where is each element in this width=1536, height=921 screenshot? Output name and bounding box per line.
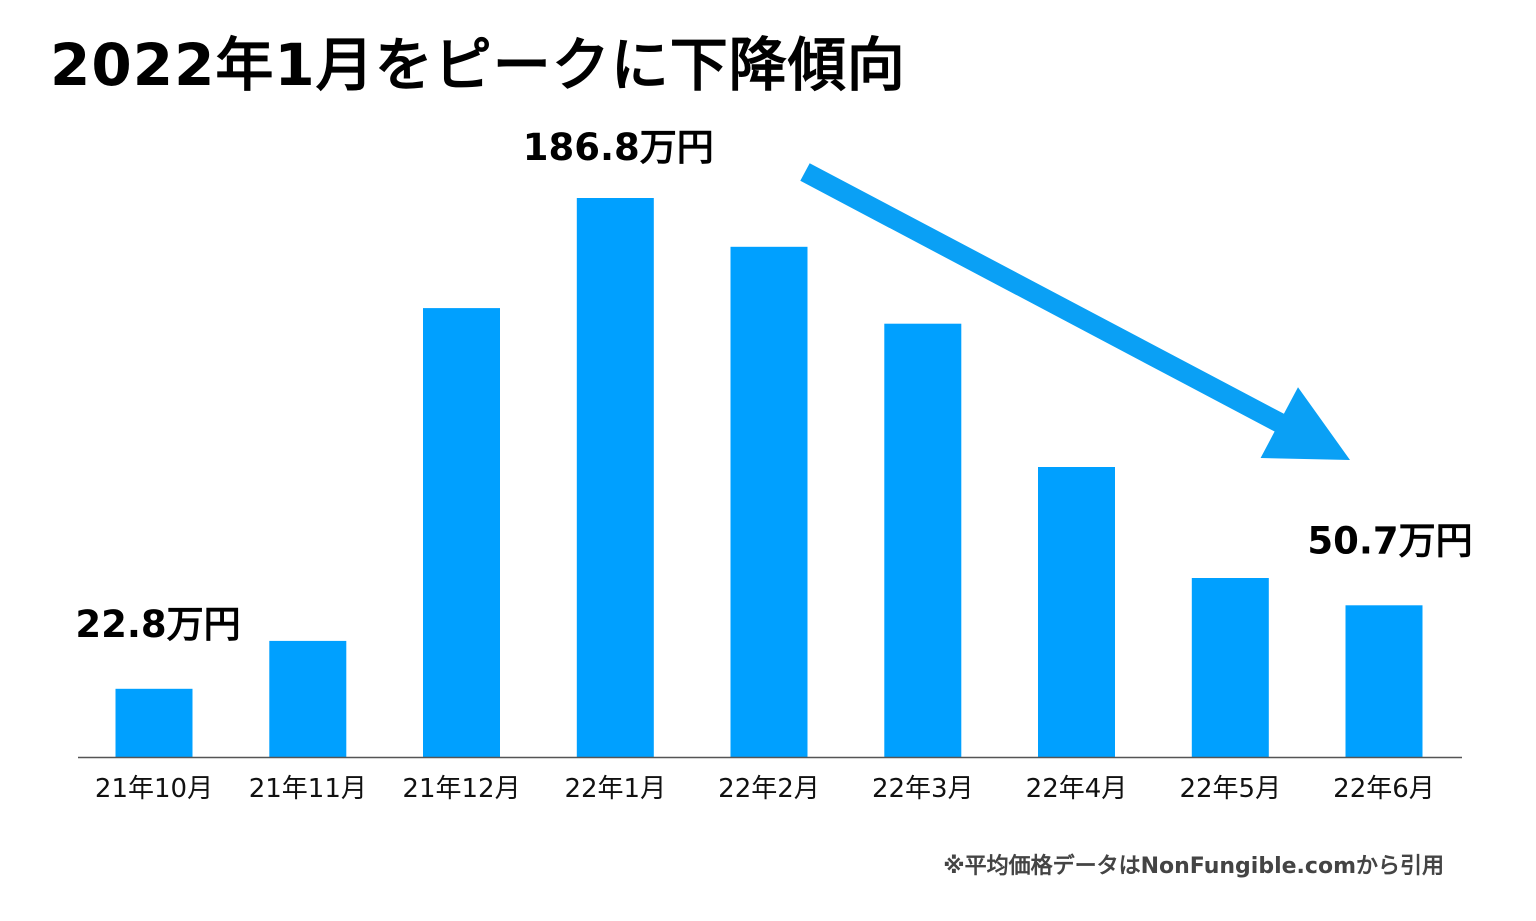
bar-22年5月 bbox=[1191, 578, 1269, 757]
bar-22年4月 bbox=[1038, 467, 1115, 757]
x-tick-label: 22年5月 bbox=[1179, 774, 1281, 804]
data-labels: 22.8万円 186.8万円 50.7万円 bbox=[75, 126, 1472, 646]
bar-22年2月 bbox=[730, 246, 808, 758]
x-tick-label: 22年6月 bbox=[1333, 774, 1435, 804]
x-tick-label: 22年3月 bbox=[872, 774, 974, 804]
bar-22年6月 bbox=[1345, 605, 1423, 757]
chart-title: 2022年1月をピークに下降傾向 bbox=[50, 31, 906, 99]
x-tick-label: 22年4月 bbox=[1026, 774, 1128, 804]
bar-21年11月 bbox=[269, 640, 347, 757]
data-label: 50.7万円 bbox=[1307, 519, 1472, 562]
x-tick-label: 21年12月 bbox=[402, 774, 520, 804]
bars-layer bbox=[115, 198, 1423, 758]
data-label: 186.8万円 bbox=[523, 126, 714, 169]
trend-arrow bbox=[800, 163, 1350, 460]
bar-22年3月 bbox=[884, 323, 962, 757]
x-tick-label: 22年1月 bbox=[564, 774, 666, 804]
bar-21年12月 bbox=[423, 308, 500, 757]
x-tick-label: 21年10月 bbox=[95, 774, 213, 804]
down-trend-arrow-icon bbox=[800, 163, 1350, 460]
x-tick-labels: 21年10月 21年11月 21年12月 22年1月 22年2月 22年3月 22年4月 22… bbox=[95, 774, 1435, 804]
source-note: ※平均価格データはNonFungible.comから引用 bbox=[943, 854, 1444, 879]
x-tick-label: 21年11月 bbox=[249, 774, 367, 804]
bar-21年10月 bbox=[115, 688, 193, 757]
x-tick-label: 22年2月 bbox=[718, 774, 820, 804]
data-label: 22.8万円 bbox=[75, 603, 240, 646]
bar-22年1月 bbox=[576, 198, 654, 757]
